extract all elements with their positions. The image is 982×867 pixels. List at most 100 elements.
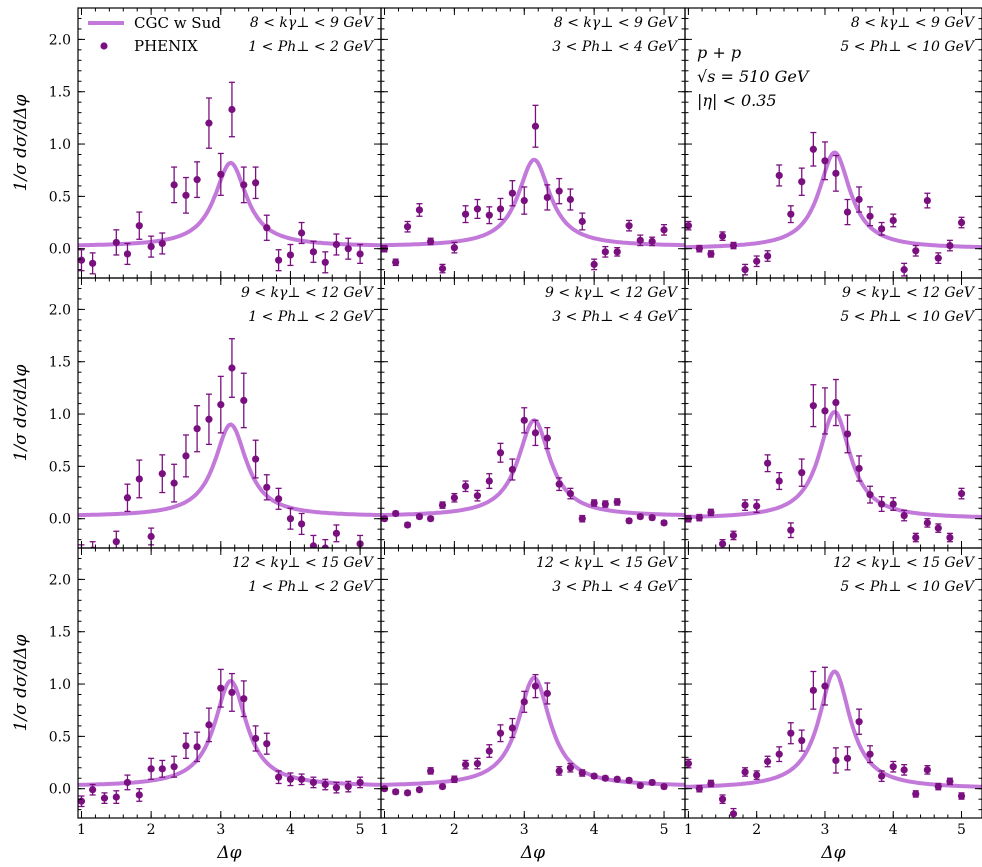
data-point	[590, 772, 598, 780]
data-point	[764, 252, 772, 260]
data-point	[843, 430, 852, 438]
data-point	[866, 212, 874, 220]
data-point	[123, 778, 132, 787]
data-point	[798, 736, 806, 745]
data-point	[695, 785, 703, 793]
y-tick-label: 0.5	[49, 459, 71, 475]
y-axis-label: 1/σ dσ/dΔφ	[11, 364, 31, 461]
data-point	[636, 236, 644, 244]
data-point	[89, 786, 97, 794]
data-point	[866, 750, 874, 758]
data-point	[843, 208, 852, 216]
data-point	[648, 778, 656, 787]
y-tick-label: 1.0	[49, 407, 71, 423]
data-point	[957, 489, 966, 498]
data-point	[821, 157, 829, 165]
data-point	[508, 189, 516, 197]
data-point	[321, 780, 329, 789]
data-point	[660, 783, 668, 791]
y-axis-label: 1/σ dσ/dΔφ	[11, 634, 31, 731]
data-point	[356, 778, 364, 787]
data-point	[275, 256, 283, 264]
data-point	[764, 459, 772, 467]
data-point	[485, 477, 493, 485]
x-axis-label: Δφ	[820, 843, 845, 863]
data-point	[923, 766, 931, 774]
data-point	[832, 169, 840, 177]
data-point	[578, 217, 586, 226]
data-point	[923, 196, 931, 205]
theory-curve	[78, 678, 381, 787]
data-point	[100, 794, 109, 802]
data-point	[718, 540, 727, 548]
data-point	[252, 734, 260, 743]
x-tick-label: 4	[889, 822, 898, 838]
data-point	[286, 515, 295, 523]
data-point	[309, 542, 318, 548]
data-point	[934, 254, 942, 262]
data-point	[392, 509, 400, 518]
x-tick-label: 4	[590, 822, 599, 838]
data-point	[809, 686, 817, 694]
data-point	[821, 407, 829, 415]
data-point	[531, 122, 540, 130]
global-annotation: p + p √s = 510 GeV |η| < 0.35	[697, 43, 810, 110]
data-point	[240, 695, 248, 703]
panel-5: 9 < kγ⊥ < 12 GeV 3 < Ph⊥ < 4 GeV	[380, 277, 686, 549]
data-points	[685, 666, 966, 818]
data-point	[741, 768, 749, 776]
y-tick-label: 1.0	[49, 677, 71, 693]
data-point	[473, 759, 482, 768]
data-point	[205, 721, 213, 729]
ph-range-label: 1 < Ph⊥ < 2 GeV	[248, 579, 375, 595]
data-point	[685, 759, 693, 768]
data-point	[889, 500, 897, 508]
data-point	[473, 492, 482, 500]
y-tick-label: 0.5	[49, 189, 71, 205]
data-point	[912, 790, 920, 798]
data-point	[147, 243, 155, 251]
data-point	[332, 784, 341, 792]
ph-range-label: 1 < Ph⊥ < 2 GeV	[248, 39, 375, 55]
theory-curve	[685, 150, 982, 250]
panel-6: 9 < kγ⊥ < 12 GeV 5 < Ph⊥ < 10 GeV	[684, 277, 982, 549]
data-point	[496, 729, 505, 737]
data-point	[764, 757, 772, 766]
data-point	[309, 778, 318, 787]
data-point	[332, 529, 341, 537]
legend-label-data: PHENIX	[134, 37, 198, 55]
data-point	[543, 193, 551, 202]
data-point	[263, 483, 271, 491]
data-point	[123, 494, 132, 502]
data-point	[309, 248, 318, 256]
data-point	[450, 494, 458, 502]
y-tick-label: 2.0	[49, 572, 71, 588]
panel-7: 1 2 3 4 5 0.0 0.5 1.0 1.5 2.0 12 < kγ⊥ < 15 GeV 1 <…	[11, 547, 382, 863]
data-point	[934, 524, 942, 532]
data-point	[957, 218, 966, 227]
data-point	[415, 206, 424, 214]
data-point	[182, 452, 190, 460]
panel-8: 1 2 3 4 5 12 < kγ⊥ < 15 GeV 3 < Ph⊥ < 4 GeV Δφ	[380, 547, 686, 863]
data-point	[263, 224, 271, 232]
data-point	[566, 764, 574, 772]
theory-curve	[78, 422, 381, 518]
data-point	[438, 264, 447, 273]
ph-range-label: 5 < Ph⊥ < 10 GeV	[840, 579, 976, 595]
x-tick-label: 3	[821, 822, 830, 838]
data-point	[520, 416, 528, 424]
panel-9: 1 2 3 4 5 12 < kγ⊥ < 15 GeV 5 < Ph⊥ < 10 GeV Δφ	[684, 547, 982, 863]
data-point	[473, 205, 482, 213]
data-point	[625, 517, 633, 525]
data-point	[158, 470, 166, 478]
data-point	[403, 521, 412, 529]
annotation-line: √s = 510 GeV	[697, 67, 810, 86]
data-points	[78, 81, 364, 275]
data-point	[843, 754, 852, 762]
x-axis-label: Δφ	[520, 843, 545, 863]
data-point	[753, 502, 761, 510]
kt-range-label: 9 < kγ⊥ < 12 GeV	[842, 285, 976, 301]
data-point	[89, 259, 97, 267]
y-tick-label: 1.5	[49, 625, 71, 641]
